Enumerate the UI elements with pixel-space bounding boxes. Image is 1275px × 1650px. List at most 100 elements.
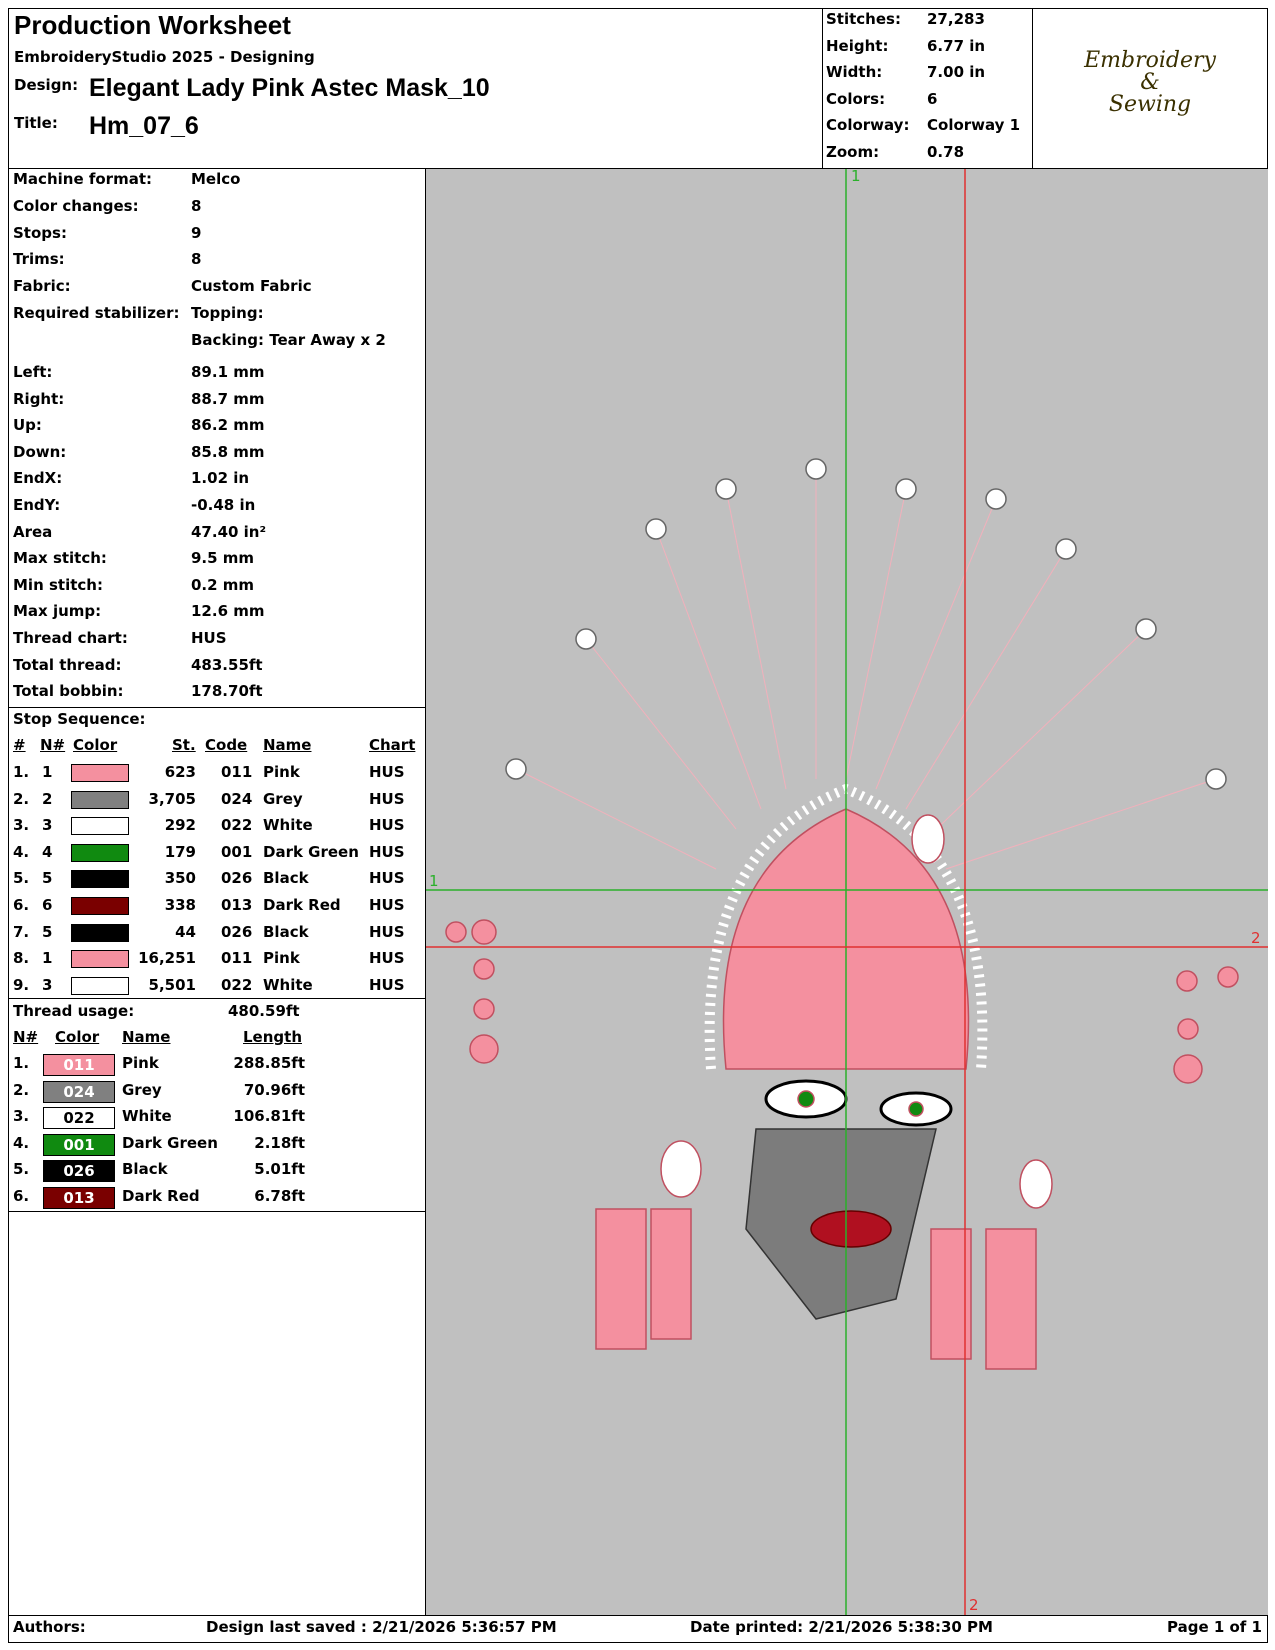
thread-chart: HUS	[369, 789, 405, 808]
column-header: #	[13, 736, 26, 754]
thread-code: 001	[221, 842, 253, 861]
color-swatch	[43, 1054, 115, 1076]
section-title: Thread usage:	[13, 1002, 135, 1020]
info-label: Area	[13, 522, 53, 541]
color-swatch	[71, 897, 129, 915]
thread-code: 026	[63, 1162, 95, 1181]
stitch-count: 3,705	[148, 789, 196, 808]
thread-code: 022	[221, 816, 253, 835]
column-header: Color	[73, 736, 118, 754]
thread-code: 024	[63, 1082, 95, 1101]
info-value: 8	[191, 250, 202, 269]
column-header: Length	[243, 1028, 302, 1046]
info-value: 89.1 mm	[191, 363, 265, 381]
info-value: Custom Fabric	[191, 277, 312, 296]
info-value: 483.55ft	[191, 655, 263, 674]
thread-name: White	[263, 975, 313, 994]
stitch-count: 623	[164, 763, 196, 781]
thread-code: 026	[221, 869, 253, 888]
marker-label: 2	[1251, 929, 1261, 947]
column-header: Name	[263, 736, 312, 754]
info-value: 9.5 mm	[191, 549, 255, 568]
info-value: 86.2 mm	[191, 416, 265, 435]
stat-value: 6.77 in	[927, 36, 986, 55]
needle-number: 2	[42, 789, 53, 808]
thread-name: Grey	[122, 1080, 162, 1099]
thread-name: White	[263, 816, 313, 835]
info-value: Topping:	[191, 304, 264, 322]
info-value: 47.40 in²	[191, 522, 267, 541]
logo-text: Embroidery	[1084, 48, 1216, 73]
row-number: 3.	[13, 816, 30, 835]
needle-number: 1	[42, 763, 53, 781]
thread-chart: HUS	[369, 896, 405, 914]
color-swatch	[43, 1160, 115, 1183]
stitch-count: 292	[164, 816, 196, 835]
color-swatch	[71, 950, 129, 969]
total-usage: 480.59ft	[228, 1002, 300, 1020]
thread-code: 022	[63, 1109, 95, 1128]
thread-chart: HUS	[369, 975, 405, 994]
stat-label: Stitches:	[826, 10, 901, 28]
divider	[8, 1211, 426, 1212]
thread-name: Dark Green	[122, 1133, 218, 1152]
thread-length: 2.18ft	[254, 1133, 305, 1152]
color-swatch	[71, 843, 129, 862]
thread-code: 022	[221, 975, 253, 994]
logo-box	[1032, 8, 1268, 169]
row-number: 4.	[13, 1133, 30, 1152]
info-label: Up:	[13, 416, 42, 435]
info-label: Fabric:	[13, 277, 71, 296]
color-swatch	[71, 817, 129, 836]
info-value: 85.8 mm	[191, 442, 265, 461]
stitch-count: 179	[164, 842, 196, 861]
thread-code: 024	[221, 789, 253, 808]
column-header: N#	[40, 736, 66, 754]
info-label: Stops:	[13, 223, 67, 242]
design-name: Elegant Lady Pink Astec Mask_10	[89, 74, 490, 102]
title-label: Title:	[14, 114, 58, 132]
thread-code: 026	[221, 922, 253, 941]
stat-label: Colorway:	[826, 116, 910, 134]
thread-length: 5.01ft	[254, 1160, 305, 1179]
marker-label: 2	[969, 1596, 979, 1614]
info-label: Color changes:	[13, 196, 139, 215]
stitch-count: 16,251	[138, 949, 196, 968]
info-label: Down:	[13, 442, 67, 461]
thread-name: Pink	[263, 763, 300, 781]
info-label: Total thread:	[13, 655, 122, 674]
thread-name: Grey	[263, 789, 303, 808]
info-value: 88.7 mm	[191, 389, 265, 408]
row-number: 2.	[13, 789, 30, 808]
thread-chart: HUS	[369, 922, 405, 941]
info-label: Machine format:	[13, 170, 152, 188]
logo-text: Sewing	[1108, 92, 1192, 117]
thread-code: 013	[63, 1189, 95, 1207]
color-swatch	[71, 870, 129, 889]
color-swatch	[43, 1187, 115, 1209]
needle-number: 4	[42, 842, 53, 861]
info-label: Trims:	[13, 250, 65, 269]
stitch-count: 5,501	[148, 975, 196, 994]
thread-name: White	[122, 1107, 172, 1126]
info-label: Max jump:	[13, 602, 102, 621]
color-swatch	[43, 1133, 115, 1156]
thread-name: Black	[263, 922, 309, 941]
needle-number: 3	[42, 975, 53, 994]
row-number: 6.	[13, 1187, 30, 1205]
column-header: Color	[55, 1028, 100, 1046]
info-label: Thread chart:	[13, 629, 128, 647]
thread-chart: HUS	[369, 842, 405, 861]
stitch-count: 338	[164, 896, 196, 914]
info-value: 8	[191, 196, 202, 215]
thread-code: 011	[221, 763, 253, 781]
row-number: 1.	[13, 763, 30, 781]
info-label: Total bobbin:	[13, 682, 124, 701]
info-value: 178.70ft	[191, 682, 263, 701]
info-label: EndX:	[13, 469, 63, 488]
stat-label: Zoom:	[826, 142, 880, 161]
info-value: 1.02 in	[191, 469, 250, 488]
thread-chart: HUS	[369, 869, 405, 888]
color-swatch	[71, 976, 129, 995]
column-header: St.	[172, 736, 196, 754]
